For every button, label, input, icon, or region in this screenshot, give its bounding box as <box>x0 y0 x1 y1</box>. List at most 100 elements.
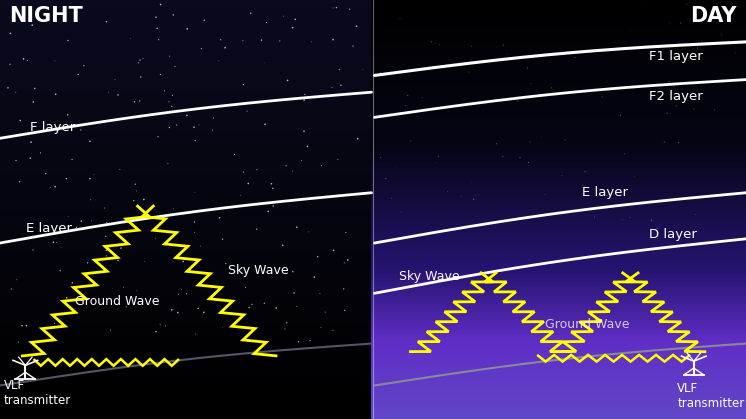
Point <box>661 110 673 116</box>
Point <box>104 327 116 334</box>
Point <box>619 85 631 91</box>
Point <box>166 92 178 99</box>
Point <box>374 154 386 161</box>
Point <box>556 172 568 179</box>
Point <box>219 44 231 51</box>
Point <box>29 85 41 92</box>
Point <box>339 259 351 266</box>
Point <box>51 239 63 246</box>
Point <box>189 229 201 235</box>
Point <box>263 208 275 215</box>
Point <box>4 61 16 67</box>
Point <box>394 15 406 22</box>
Point <box>303 228 315 235</box>
Point <box>207 127 219 134</box>
Point <box>135 74 147 80</box>
Point <box>4 30 16 37</box>
Point <box>624 214 636 221</box>
Point <box>357 66 369 73</box>
Point <box>160 323 172 329</box>
Point <box>49 57 61 64</box>
Point <box>267 203 279 210</box>
Point <box>167 205 179 212</box>
Point <box>455 193 467 199</box>
Point <box>49 184 61 190</box>
Point <box>2 85 14 91</box>
Point <box>395 209 407 215</box>
Point <box>138 196 150 203</box>
Point <box>512 98 524 105</box>
Point <box>139 258 151 265</box>
Point <box>152 133 164 140</box>
Point <box>260 19 272 26</box>
Point <box>259 121 271 128</box>
Point <box>246 301 258 308</box>
Point <box>60 175 72 182</box>
Point <box>259 59 271 66</box>
Point <box>5 286 17 292</box>
Point <box>215 36 227 43</box>
Point <box>466 180 477 186</box>
Point <box>213 215 225 221</box>
Point <box>577 181 589 188</box>
Text: E layer: E layer <box>582 186 628 199</box>
Point <box>131 188 142 194</box>
Point <box>245 10 257 16</box>
Point <box>75 218 87 225</box>
Point <box>287 268 299 275</box>
Point <box>40 170 51 177</box>
Point <box>522 159 534 166</box>
Point <box>175 286 187 292</box>
Point <box>216 236 228 243</box>
Point <box>289 16 301 23</box>
Point <box>16 322 28 329</box>
Point <box>688 106 700 112</box>
Point <box>709 106 721 113</box>
Text: DAY: DAY <box>691 6 737 26</box>
Text: Sky Wave: Sky Wave <box>228 264 288 277</box>
Point <box>469 192 481 199</box>
Point <box>237 37 249 44</box>
Point <box>78 62 90 69</box>
Point <box>466 43 477 49</box>
Point <box>154 1 166 8</box>
Point <box>270 305 282 311</box>
Point <box>137 55 149 62</box>
Point <box>327 5 339 11</box>
Point <box>114 166 126 173</box>
Point <box>333 66 345 73</box>
Point <box>580 47 592 54</box>
Point <box>664 21 676 27</box>
Point <box>13 178 25 185</box>
Point <box>134 98 145 104</box>
Point <box>213 57 225 64</box>
Point <box>327 327 339 334</box>
Point <box>169 63 181 70</box>
Point <box>75 127 87 133</box>
Point <box>288 290 300 296</box>
Point <box>13 339 25 346</box>
Point <box>400 102 412 109</box>
Point <box>195 45 207 52</box>
Point <box>305 39 317 45</box>
Point <box>319 309 331 316</box>
Point <box>308 274 320 280</box>
Text: E layer: E layer <box>26 222 72 235</box>
Text: VLF
transmitter: VLF transmitter <box>4 379 71 407</box>
Point <box>689 211 701 218</box>
Point <box>468 196 480 203</box>
Point <box>84 175 96 182</box>
Point <box>10 277 22 283</box>
Point <box>663 78 675 85</box>
Point <box>326 84 338 91</box>
Point <box>101 253 113 259</box>
Point <box>171 122 183 128</box>
Point <box>216 324 228 331</box>
Point <box>380 175 392 182</box>
Point <box>615 112 627 119</box>
Point <box>315 324 327 331</box>
Point <box>188 124 200 131</box>
Point <box>484 97 496 103</box>
Point <box>524 139 536 145</box>
Point <box>286 168 298 174</box>
